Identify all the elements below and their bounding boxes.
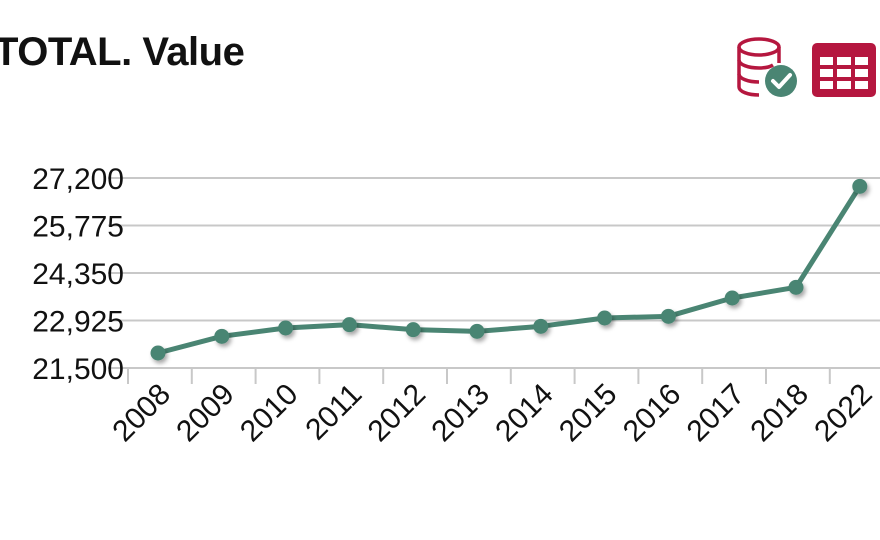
data-point[interactable]: [278, 320, 294, 336]
data-point[interactable]: [150, 345, 166, 361]
x-tick-label: 2015: [553, 378, 624, 449]
chart-title: TOTAL. Value: [0, 30, 245, 74]
data-point[interactable]: [660, 308, 676, 324]
table-view-button[interactable]: [810, 41, 878, 104]
x-tick-label: 2011: [299, 378, 368, 447]
data-point[interactable]: [469, 323, 485, 339]
data-point[interactable]: [341, 317, 357, 333]
data-point[interactable]: [214, 328, 230, 344]
y-tick-label: 24,350: [32, 258, 124, 291]
x-tick-label: 2010: [234, 378, 305, 449]
x-tick-label: 2009: [170, 378, 241, 449]
database-check-button[interactable]: [735, 36, 799, 105]
series-line: [155, 183, 863, 356]
data-point[interactable]: [533, 318, 549, 334]
y-axis-tick-labels: 21,500 22,925 24,350 25,775 27,200: [32, 163, 124, 386]
data-point[interactable]: [724, 290, 740, 306]
x-tick-label: 2008: [106, 378, 177, 449]
data-point[interactable]: [405, 322, 421, 338]
x-tick-label: 2013: [425, 378, 496, 449]
x-tick-label: 2022: [808, 378, 879, 449]
table-grid-icon: [812, 43, 876, 97]
data-point[interactable]: [597, 310, 613, 326]
series-line-path: [155, 183, 863, 356]
x-tick-label: 2016: [617, 378, 688, 449]
x-tick-label: 2014: [489, 378, 560, 449]
y-tick-label: 25,775: [32, 211, 124, 244]
y-tick-label: 27,200: [32, 163, 124, 196]
data-point[interactable]: [852, 178, 868, 194]
x-tick-label: 2018: [744, 378, 815, 449]
toolbar: [735, 36, 880, 100]
y-tick-label: 22,925: [32, 306, 124, 339]
x-axis: 2008200920102011201220132014201520162017…: [106, 368, 879, 449]
database-check-icon: [737, 37, 797, 97]
data-point[interactable]: [788, 279, 804, 295]
x-tick-label: 2012: [362, 378, 433, 449]
y-tick-label: 21,500: [32, 353, 124, 386]
gridlines: [108, 177, 880, 369]
x-tick-label: 2017: [681, 378, 752, 449]
series-points: [150, 178, 868, 361]
